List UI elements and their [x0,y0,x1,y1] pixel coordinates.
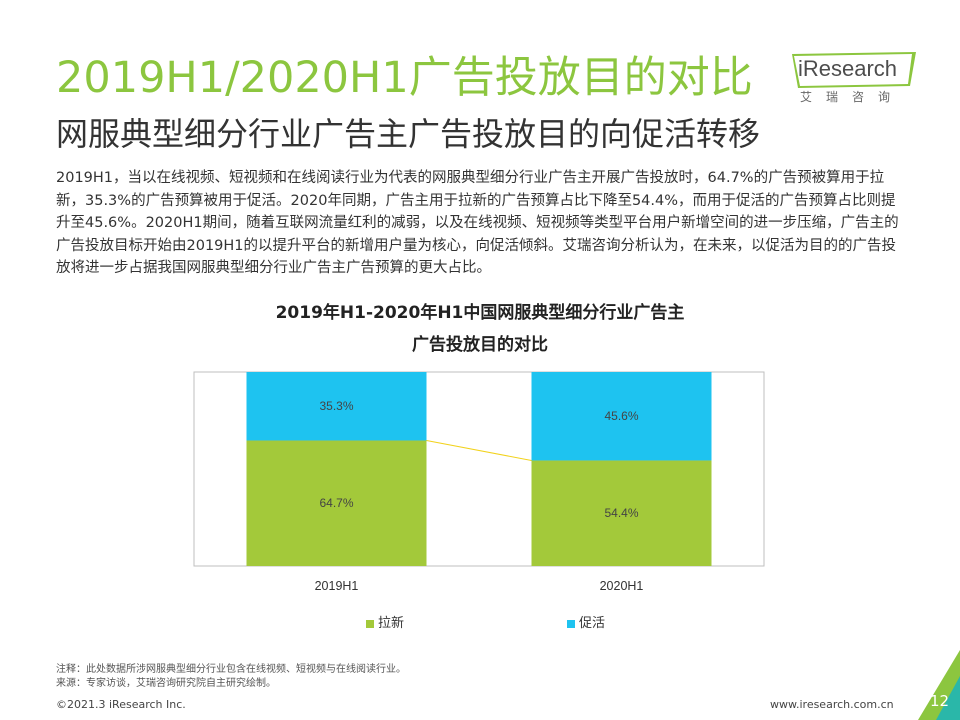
chart-title: 2019年H1-2020年H1中国网服典型细分行业广告主 [275,303,685,323]
website: www.iresearch.com.cn [770,698,894,711]
bar-2019h1-series0 [246,440,427,566]
data-label-2020h1-series0: 54.4% [604,506,638,520]
x-tick-label-2020h1: 2020H1 [600,579,644,593]
x-tick-label-2019h1: 2019H1 [315,579,359,593]
plot-area [193,371,765,567]
logo-subtext: 艾瑞咨询 [800,90,905,104]
bar-2019h1-series1 [246,372,427,441]
logo-text: iResearch [798,56,898,81]
copyright: ©2021.3 iResearch Inc. [56,698,186,711]
chart-note: 注释：此处数据所涉网服典型细分行业包含在线视频、短视频与在线阅读行业。 [56,664,406,675]
logo-mark-icon [792,52,916,88]
data-label-2019h1-series1: 35.3% [319,399,353,413]
series-connector-line [426,439,532,461]
chart-source: 来源：专家访谈，艾瑞咨询研究院自主研究绘制。 [56,678,276,689]
bar-2020h1-series1 [531,372,712,461]
bar-2020h1-series0 [531,460,712,566]
page-title: 2019H1/2020H1广告投放目的对比 [56,53,753,103]
page-number: 12 [930,692,950,710]
page-subtitle: 网服典型细分行业广告主广告投放目的向促活转移 [56,115,761,153]
legend-label-lanew: 拉新 [378,616,405,631]
data-label-2020h1-series1: 45.6% [604,409,638,423]
iresearch-logo: iResearch 艾瑞咨询 [792,52,916,114]
legend-label-cuhuo: 促活 [579,616,606,631]
data-label-2019h1-series0: 64.7% [319,496,353,510]
legend-swatch-cuhuo [567,620,575,628]
chart-subtitle: 广告投放目的对比 [412,335,548,355]
legend-swatch-lanew [366,620,374,628]
body-paragraph: 2019H1，当以在线视频、短视频和在线阅读行业为代表的网服典型细分行业广告主开… [56,170,899,276]
